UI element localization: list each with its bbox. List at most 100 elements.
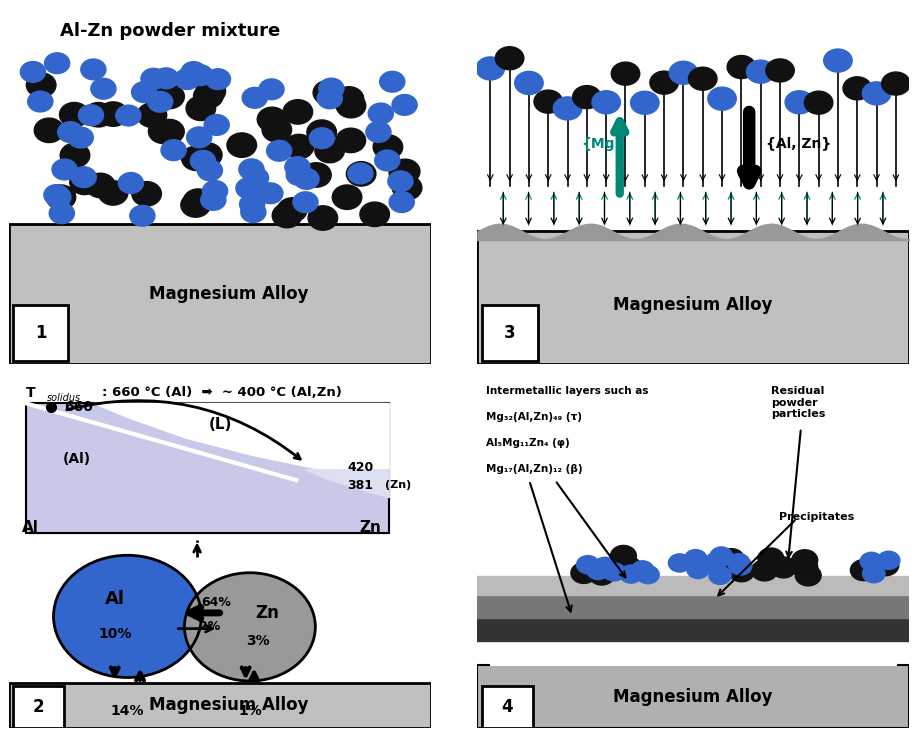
Circle shape [155, 84, 185, 108]
Circle shape [496, 47, 524, 70]
Circle shape [823, 49, 852, 72]
Circle shape [668, 554, 691, 572]
Circle shape [392, 94, 417, 115]
Circle shape [285, 134, 314, 159]
Circle shape [58, 122, 83, 143]
Circle shape [283, 100, 313, 124]
Circle shape [85, 173, 115, 198]
Circle shape [346, 162, 376, 186]
Bar [9, 224, 431, 364]
Circle shape [389, 160, 419, 185]
Text: Magnesium Alloy: Magnesium Alloy [149, 285, 308, 303]
Text: 420: 420 [347, 461, 374, 475]
Circle shape [68, 127, 94, 148]
Circle shape [174, 68, 200, 89]
Circle shape [587, 562, 610, 580]
Circle shape [334, 87, 364, 111]
Circle shape [181, 192, 210, 217]
Circle shape [650, 71, 678, 94]
Circle shape [804, 91, 833, 114]
Text: Al-Zn powder mixture: Al-Zn powder mixture [60, 22, 280, 40]
Circle shape [603, 562, 625, 581]
Circle shape [266, 140, 292, 161]
Circle shape [860, 552, 882, 571]
Circle shape [685, 550, 707, 568]
Circle shape [258, 183, 283, 204]
Circle shape [711, 551, 736, 573]
Circle shape [259, 79, 284, 100]
Circle shape [137, 103, 167, 127]
Circle shape [730, 557, 752, 575]
Circle shape [206, 69, 230, 90]
Circle shape [53, 555, 201, 678]
Circle shape [615, 557, 641, 577]
Circle shape [277, 198, 307, 222]
Circle shape [243, 167, 269, 188]
FancyBboxPatch shape [482, 305, 538, 360]
Circle shape [594, 557, 616, 575]
Circle shape [61, 143, 90, 167]
Circle shape [52, 159, 77, 180]
Circle shape [203, 181, 228, 201]
Polygon shape [305, 470, 389, 498]
Circle shape [98, 102, 128, 126]
Circle shape [118, 172, 143, 193]
Text: Al: Al [105, 590, 125, 608]
Circle shape [181, 62, 207, 82]
Text: (L): (L) [208, 417, 232, 432]
Circle shape [727, 554, 750, 571]
Circle shape [81, 59, 106, 80]
Circle shape [50, 203, 74, 224]
Circle shape [588, 564, 615, 585]
Bar [9, 224, 431, 364]
Circle shape [476, 57, 505, 80]
Text: Precipitates: Precipitates [779, 512, 855, 522]
Circle shape [184, 189, 213, 213]
Text: Residual
powder
particles: Residual powder particles [771, 386, 825, 419]
Circle shape [129, 205, 155, 226]
Circle shape [792, 550, 818, 571]
Circle shape [20, 62, 46, 82]
Circle shape [196, 79, 226, 103]
Circle shape [46, 186, 71, 207]
Circle shape [752, 560, 778, 581]
Circle shape [632, 561, 654, 579]
Circle shape [850, 559, 877, 580]
Circle shape [611, 62, 640, 85]
Circle shape [380, 71, 405, 92]
Circle shape [669, 61, 698, 84]
Circle shape [766, 59, 794, 82]
Circle shape [348, 163, 373, 184]
Text: solidus: solidus [47, 393, 82, 403]
Text: (Zn): (Zn) [385, 481, 411, 490]
Bar [477, 577, 909, 595]
Bar [477, 665, 909, 728]
Circle shape [332, 185, 362, 210]
FancyBboxPatch shape [14, 687, 64, 728]
Circle shape [182, 146, 211, 170]
Circle shape [373, 134, 403, 159]
Circle shape [360, 202, 389, 227]
Circle shape [534, 90, 563, 113]
Bar [490, 640, 896, 665]
Circle shape [313, 80, 342, 105]
Circle shape [197, 160, 222, 181]
Circle shape [190, 151, 216, 171]
Circle shape [368, 103, 393, 124]
Circle shape [236, 178, 261, 198]
Text: Magnesium Alloy: Magnesium Alloy [613, 296, 773, 314]
Circle shape [262, 117, 292, 142]
Circle shape [239, 159, 264, 180]
Text: (Al): (Al) [62, 452, 91, 467]
Circle shape [719, 548, 744, 570]
Bar [26, 403, 389, 533]
Circle shape [72, 167, 96, 187]
Circle shape [862, 82, 890, 105]
Bar [477, 665, 909, 728]
Text: 3: 3 [504, 324, 516, 342]
Circle shape [241, 201, 266, 222]
Text: Mg₁₇(Al,Zn)₁₂ (β): Mg₁₇(Al,Zn)₁₂ (β) [486, 464, 583, 475]
Circle shape [185, 573, 316, 681]
Text: {Mg}: {Mg} [581, 137, 624, 151]
FancyBboxPatch shape [482, 687, 533, 728]
